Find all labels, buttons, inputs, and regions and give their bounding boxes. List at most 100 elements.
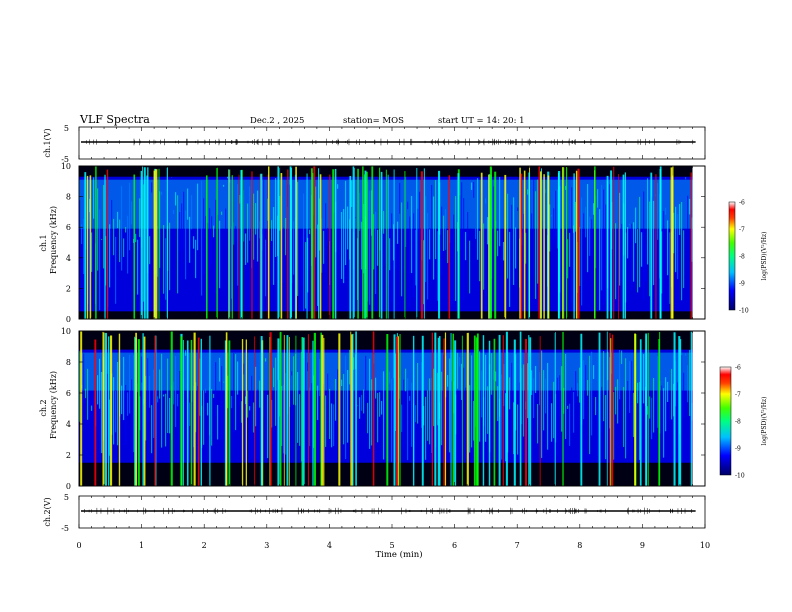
spectrogram-noise-column	[347, 206, 349, 250]
spectrogram-noise-column	[243, 363, 245, 375]
spectrogram-noise-column	[547, 362, 549, 450]
spectrogram-noise-column	[221, 211, 223, 215]
spectrogram-noise-column	[175, 355, 177, 428]
spectrogram-sferic	[395, 336, 399, 486]
spectrogram-sferic	[216, 167, 218, 319]
spectrogram-noise-column	[101, 372, 103, 454]
spectrogram-noise-column	[425, 396, 427, 460]
spectrogram-noise-column	[389, 238, 391, 271]
spectrogram-noise-column	[647, 406, 649, 415]
spectrogram-noise-column	[321, 218, 323, 273]
spectrogram-noise-column	[103, 185, 105, 269]
spectrogram-sferic	[610, 338, 612, 486]
time-axis-label: Time (min)	[375, 549, 422, 560]
frequency-tick-label: 6	[66, 223, 71, 232]
spectrogram-noise-column	[553, 208, 555, 245]
spectrogram-noise-column	[403, 379, 405, 450]
spectrogram-noise-column	[663, 388, 665, 458]
spectrogram-noise-column	[557, 189, 559, 249]
spectrogram-noise-column	[257, 190, 259, 262]
start-ut-label: start UT = 14: 20: 1	[438, 116, 525, 126]
time-tick-label: 10	[700, 541, 710, 550]
spectrogram-noise-column	[499, 176, 501, 247]
spectrogram-noise-column	[437, 231, 439, 301]
spectrogram-noise-column	[181, 203, 183, 281]
spectrogram-noise-column	[627, 227, 629, 259]
spectrogram-noise-column	[217, 404, 219, 440]
ch1-colorbar-label: log(PSD)(V²/Hz)	[761, 232, 768, 281]
spectrogram-noise-column	[375, 377, 377, 399]
spectrogram-noise-column	[419, 191, 421, 235]
spectrogram-sferic	[245, 339, 247, 486]
station-label: station= MOS	[343, 116, 404, 126]
spectrogram-noise-column	[521, 368, 523, 425]
spectrogram-sferic	[622, 174, 625, 319]
ch2-frequency-label: Frequency (kHz)	[49, 371, 58, 439]
spectrogram-sferic	[110, 335, 113, 486]
spectrogram-noise-column	[299, 394, 301, 446]
spectrogram-noise-column	[469, 385, 471, 453]
spectrogram-sferic	[380, 171, 383, 319]
spectrogram-noise-column	[673, 212, 675, 254]
spectrogram-noise-column	[619, 192, 621, 286]
spectrogram-sferic	[277, 166, 280, 319]
time-axis-tick-labels: 0 1 2 3 4 5 6 7 8 9 10	[76, 541, 710, 550]
spectrogram-noise-column	[667, 381, 669, 403]
spectrogram-sferic	[520, 173, 523, 319]
spectrogram-noise-column	[397, 221, 399, 244]
spectrogram-noise-column	[205, 216, 207, 291]
spectrogram-sferic	[94, 339, 97, 486]
spectrogram-noise-column	[391, 378, 393, 463]
spectrogram-noise-column	[631, 223, 633, 291]
spectrogram-sferic	[260, 336, 263, 486]
spectrogram-noise-column	[689, 349, 691, 416]
spectrogram-sferic	[295, 166, 297, 319]
spectrogram-noise-column	[173, 209, 175, 214]
spectrogram-noise-column	[145, 375, 147, 441]
spectrogram-sferic	[231, 175, 233, 319]
spectrogram-noise-column	[435, 180, 437, 260]
spectrogram-noise-column	[231, 226, 233, 299]
spectrogram-sferic	[476, 333, 479, 486]
spectrogram-noise-column	[127, 392, 129, 416]
spectrogram-noise-column	[331, 403, 333, 448]
spectrogram-noise-column	[571, 387, 573, 400]
spectrogram-noise-column	[645, 243, 647, 283]
frequency-tick-label: 8	[66, 193, 71, 202]
spectrogram-noise-column	[429, 378, 431, 445]
spectrogram-sferic	[645, 333, 648, 486]
spectrogram-noise-column	[231, 396, 233, 409]
spectrogram-sferic	[528, 172, 530, 319]
spectrogram-sferic	[134, 336, 136, 486]
spectrogram-sferic	[372, 331, 375, 486]
spectrogram-noise-column	[161, 353, 163, 448]
spectrogram-noise-column	[297, 372, 299, 443]
spectrogram-sferic	[313, 166, 316, 319]
spectrogram-sferic	[634, 333, 636, 486]
spectrogram-sferic	[146, 175, 148, 319]
spectrogram-sferic	[540, 171, 542, 319]
spectrogram-noise-column	[285, 372, 287, 455]
ch2-spectrogram-image	[79, 331, 693, 486]
spectrogram-noise-column	[447, 375, 449, 387]
ch2-spectrogram-ticks	[78, 331, 706, 486]
spectrogram-noise-column	[407, 201, 409, 210]
spectrogram-sferic	[437, 337, 440, 486]
ch1-wave-ytick-bottom: -5	[61, 155, 69, 164]
spectrogram-sferic	[412, 335, 415, 486]
spectrogram-noise-column	[359, 192, 361, 231]
spectrogram-noise-column	[253, 402, 255, 433]
spectrogram-noise-column	[549, 396, 551, 400]
spectrogram-sferic	[519, 331, 522, 486]
spectrogram-noise-column	[107, 373, 109, 437]
spectrogram-noise-column	[569, 232, 571, 267]
spectrogram-sferic	[137, 339, 140, 486]
spectrogram-noise-column	[647, 178, 649, 265]
spectrogram-noise-column	[173, 381, 175, 405]
spectrogram-noise-column	[157, 226, 159, 277]
spectrogram-sferic	[147, 167, 149, 319]
spectrogram-noise-column	[639, 196, 641, 288]
spectrogram-sferic	[155, 169, 158, 319]
spectrogram-noise-column	[685, 353, 687, 356]
